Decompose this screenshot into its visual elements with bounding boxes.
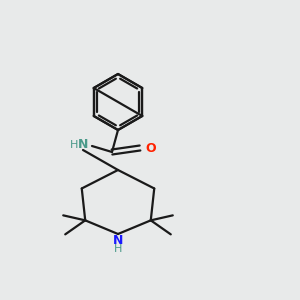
Text: H: H	[114, 244, 122, 254]
Text: H: H	[70, 140, 78, 150]
Text: N: N	[113, 234, 123, 247]
Text: O: O	[145, 142, 156, 154]
Text: N: N	[78, 139, 88, 152]
